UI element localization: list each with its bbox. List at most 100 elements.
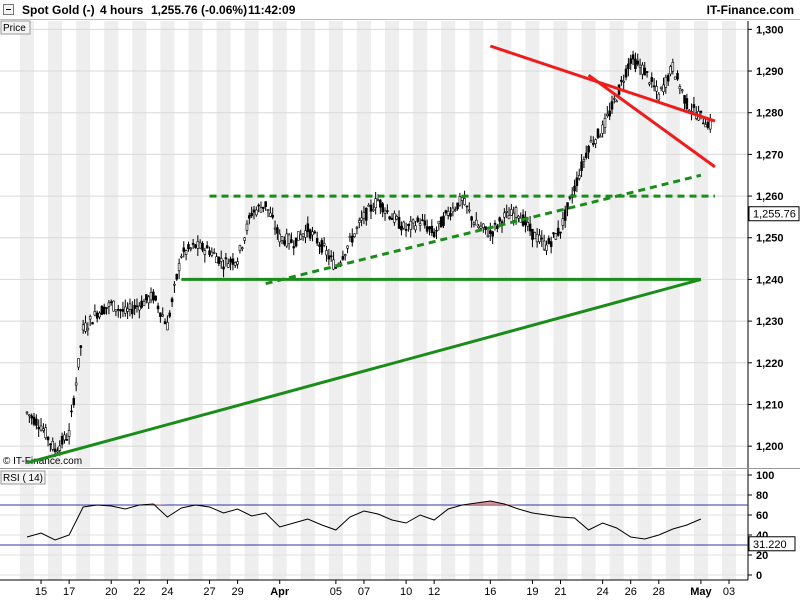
candle-body [341,256,345,260]
rsi-ytick-label: 80 [756,490,768,502]
candle-body [170,298,174,303]
candle-body [414,225,417,231]
candle-body [112,300,115,312]
candle-body [100,306,104,315]
candle-body [404,228,408,231]
candle-body [582,159,586,162]
candle-body [269,212,272,217]
candle-body [680,89,684,92]
rsi-line [26,500,702,541]
candle-body [491,231,494,237]
day-shade [216,21,231,467]
candle-body [482,223,485,228]
candle-body [418,223,422,226]
candle-body [365,207,368,221]
candle-body [622,80,625,83]
candle-body [266,209,270,211]
day-shade [244,470,259,580]
candle-body [219,258,223,262]
day-shade [19,470,35,580]
candle-body [287,234,291,245]
candle-body [393,213,396,223]
candle-body [126,308,129,312]
candle-body [514,207,518,218]
candle-body [212,252,216,254]
candle-body [259,207,263,213]
x-tick-label: 27 [203,586,215,598]
candle-body [678,86,682,90]
candle-body [231,258,235,265]
candle-body [329,255,333,258]
candle-body [320,240,324,253]
candle-body [322,243,326,246]
day-shade [76,470,91,580]
candle-body [109,301,113,304]
x-tick-label: 16 [484,586,496,598]
candle-body [599,135,602,138]
price-ytick-label: 1,220 [756,358,784,370]
candle-body [496,225,499,229]
day-shade [497,21,512,467]
candle-body [421,219,424,222]
candle-body [194,244,197,248]
day-shade [693,470,708,580]
day-shade [385,21,400,467]
candle-body [498,217,501,222]
candle-body [517,215,520,219]
candle-body [673,76,677,80]
day-shade [609,21,624,467]
candle-body [547,238,551,245]
candle-body [114,309,118,312]
candle-body [704,124,707,128]
collapse-icon[interactable] [3,4,14,15]
price-ytick-label: 1,260 [756,191,784,203]
candle-body [545,244,548,251]
candle-body [596,128,600,138]
day-shade [244,21,259,467]
candle-body [152,291,155,301]
candle-body [360,217,363,221]
candle-body [332,259,335,270]
candle-body [507,215,511,220]
candle-body [615,100,618,103]
candle-body [79,345,83,348]
candle-body [460,197,464,201]
candle-body [676,73,679,80]
candle-body [610,101,614,110]
candle-body [184,250,188,255]
candle-body [299,234,303,240]
candle-body [493,223,497,225]
candle-body [575,177,579,186]
timeframe[interactable]: 4 hours [100,3,144,17]
candle-body [643,67,647,76]
day-shade [469,470,484,580]
candle-body [252,209,256,213]
candle-body [659,86,663,89]
candle-body [88,316,92,320]
candle-body [250,212,253,217]
support-trendline [265,173,702,286]
candle-body [315,238,319,244]
candle-body [60,435,64,445]
candle-body [435,229,438,232]
day-shade [441,21,456,467]
candle-body [198,242,202,249]
candle-body [222,266,225,270]
candle-body [343,254,347,256]
candle-body [201,243,204,251]
candle-body [362,211,366,219]
candle-body [540,237,544,240]
candle-body [44,427,47,439]
candle-body [620,79,623,82]
candle-body [503,212,506,218]
last-quote: 1,255.76 (-0.06%) [151,3,248,17]
candle-body [395,216,398,220]
x-tick-label: 17 [63,586,75,598]
candle-body [467,209,471,212]
x-tick-label: 07 [358,586,370,598]
day-shade [721,470,737,580]
candle-body [355,227,359,229]
candle-body [292,246,296,249]
rsi-panel-label-box [0,470,46,485]
